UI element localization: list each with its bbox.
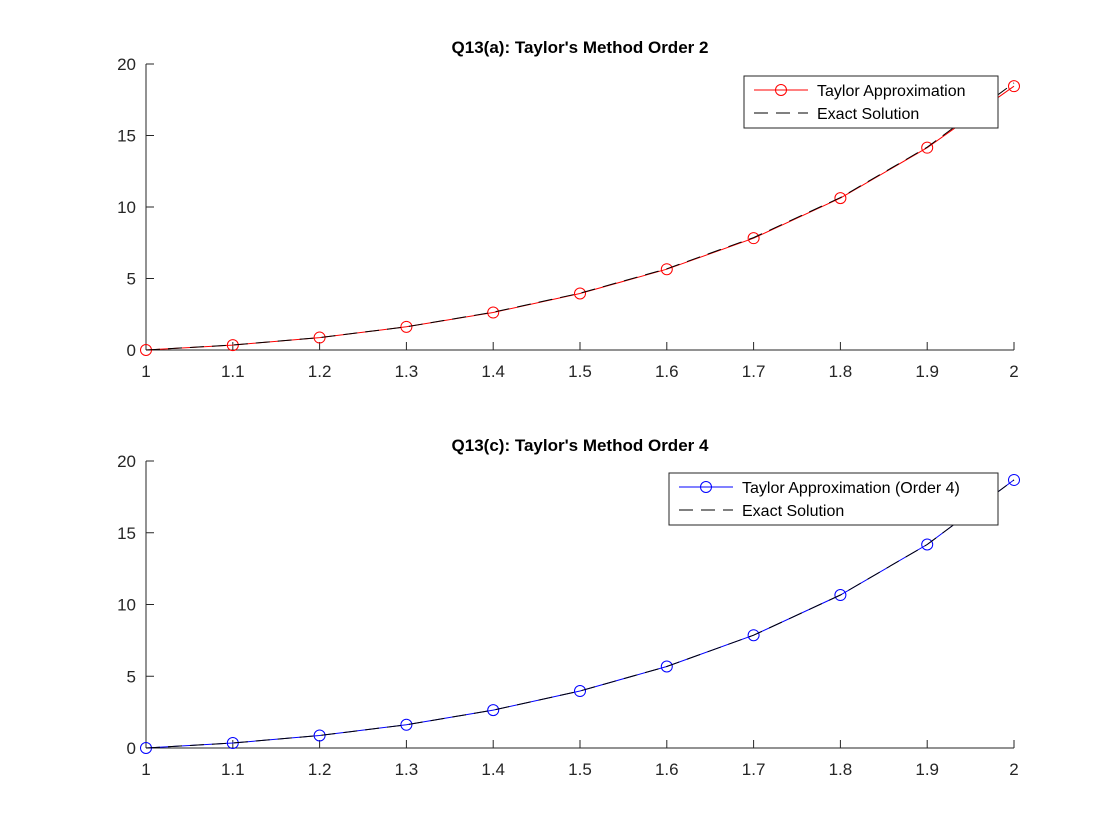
chart-order-4: Q13(c): Taylor's Method Order 4 1 1.1 1.2 1… xyxy=(117,436,1020,779)
y-tick-label: 10 xyxy=(117,198,136,217)
x-tick-label: 1 xyxy=(141,362,150,381)
x-tick-label: 1.6 xyxy=(655,362,679,381)
data-point-marker xyxy=(834,589,847,602)
data-point-marker xyxy=(313,331,326,344)
x-tick-label: 1.3 xyxy=(395,760,419,779)
data-point-marker xyxy=(226,339,239,352)
legend: Taylor Approximation (Order 4) Exact Solu… xyxy=(668,472,999,526)
data-point-marker xyxy=(574,287,586,300)
y-tick-label: 0 xyxy=(127,341,136,360)
x-tick-label: 1.7 xyxy=(742,760,766,779)
legend-box xyxy=(743,75,999,129)
x-tick-label: 1.5 xyxy=(568,362,592,381)
data-point-marker xyxy=(747,629,760,642)
legend-swatch-marker xyxy=(700,481,712,493)
series-line-exact xyxy=(145,479,1015,749)
chart-title: Q13(c): Taylor's Method Order 4 xyxy=(452,436,709,455)
data-point-marker xyxy=(921,538,934,551)
legend-label: Taylor Approximation xyxy=(817,83,966,100)
data-point-marker xyxy=(400,718,413,731)
data-point-marker xyxy=(313,729,326,742)
x-tick-label: 1.6 xyxy=(655,760,679,779)
y-tick-label: 5 xyxy=(127,667,136,686)
x-tick-label: 1.1 xyxy=(221,760,245,779)
data-point-marker xyxy=(834,192,847,205)
y-tick-label: 5 xyxy=(127,270,136,289)
x-tick-label: 1.9 xyxy=(915,760,939,779)
x-tick-label: 1.2 xyxy=(308,362,332,381)
x-tick-label: 1.8 xyxy=(829,760,853,779)
x-tick-label: 1.1 xyxy=(221,362,245,381)
legend-label: Exact Solution xyxy=(742,503,844,520)
y-tick-label: 15 xyxy=(117,524,136,543)
x-tick-label: 1.3 xyxy=(395,362,419,381)
legend-box xyxy=(668,472,999,526)
chart-order-2: Q13(a): Taylor's Method Order 2 1 1.1 1.2 1… xyxy=(117,38,1020,381)
legend: Taylor Approximation Exact Solution xyxy=(743,75,999,129)
legend-label: Taylor Approximation (Order 4) xyxy=(742,480,960,497)
x-tick-label: 1.4 xyxy=(481,362,505,381)
data-point-marker xyxy=(660,263,673,276)
data-point-marker xyxy=(487,704,500,717)
data-point-marker xyxy=(747,232,760,245)
data-point-marker xyxy=(660,660,673,673)
y-tick-label: 15 xyxy=(117,127,136,146)
data-point-marker xyxy=(574,685,586,698)
data-point-marker xyxy=(1008,80,1020,93)
x-tick-label: 1.4 xyxy=(481,760,505,779)
x-tick-label: 1.5 xyxy=(568,760,592,779)
legend-swatch-marker xyxy=(775,84,787,96)
x-tick-label: 1.8 xyxy=(829,362,853,381)
x-tick-label: 1 xyxy=(141,760,150,779)
data-point-marker xyxy=(400,320,413,333)
x-tick-label: 2 xyxy=(1009,362,1018,381)
y-tick-label: 20 xyxy=(117,55,136,74)
x-tick-label: 2 xyxy=(1009,760,1018,779)
data-point-marker xyxy=(487,306,500,319)
chart-title: Q13(a): Taylor's Method Order 2 xyxy=(452,38,709,57)
legend-label: Exact Solution xyxy=(817,106,919,123)
y-tick-label: 10 xyxy=(117,596,136,615)
data-point-marker xyxy=(921,141,934,154)
data-point-marker xyxy=(1008,473,1020,486)
series-line-exact xyxy=(145,82,1015,351)
x-tick-label: 1.9 xyxy=(915,362,939,381)
x-tick-label: 1.2 xyxy=(308,760,332,779)
x-tick-label: 1.7 xyxy=(742,362,766,381)
y-tick-label: 0 xyxy=(127,739,136,758)
y-tick-label: 20 xyxy=(117,452,136,471)
